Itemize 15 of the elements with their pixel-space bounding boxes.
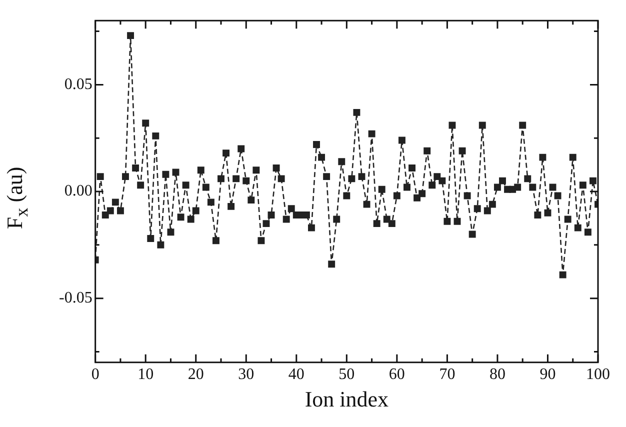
y-tick-label: 0.05 [64, 76, 92, 93]
x-tick-label: 0 [91, 366, 100, 384]
x-tick-label: 80 [489, 366, 506, 384]
x-tick-label: 90 [540, 366, 556, 384]
x-tick-label: 40 [288, 366, 304, 384]
x-tick-label: 20 [188, 366, 204, 384]
x-tick-label: 50 [338, 366, 355, 384]
x-tick-label: 10 [138, 366, 154, 384]
x-tick-label: 100 [586, 366, 610, 384]
x-axis-title: Ion index [304, 386, 389, 412]
x-tick-label: 70 [439, 366, 456, 384]
x-tick-label: 30 [238, 366, 254, 384]
y-tick-label: -0.05 [59, 290, 92, 307]
y-tick-label: 0.00 [64, 182, 92, 200]
x-tick-label: 60 [388, 366, 405, 384]
